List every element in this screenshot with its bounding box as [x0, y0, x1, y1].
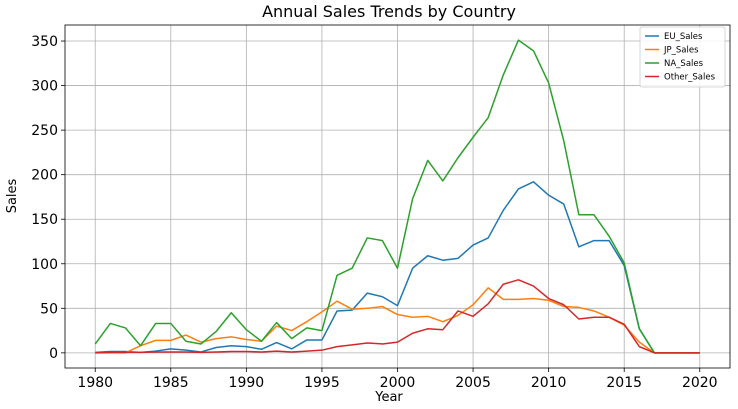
- series-line-jp-sales: [95, 287, 700, 354]
- legend-label: EU_Sales: [664, 32, 703, 42]
- x-tick-label: 2015: [606, 375, 642, 391]
- x-axis-label: Year: [374, 390, 403, 405]
- series-lines: [94, 39, 700, 354]
- y-tick-label: 100: [31, 257, 58, 273]
- y-tick-label: 250: [31, 123, 58, 139]
- legend: EU_Sales JP_Sales NA_Sales Other_Sales: [639, 26, 726, 88]
- x-tick-label: 1985: [153, 375, 189, 391]
- y-tick-label: 200: [31, 168, 58, 184]
- y-tick-label: 300: [31, 79, 58, 95]
- x-tick-label: 1990: [229, 375, 265, 391]
- legend-label: JP_Sales: [663, 46, 699, 56]
- legend-label: Other_Sales: [664, 73, 716, 83]
- x-tick-label: 2000: [380, 375, 416, 391]
- series-line-eu-sales: [95, 181, 700, 354]
- grid: [65, 25, 730, 368]
- x-tick-label: 1980: [77, 375, 113, 391]
- x-tick-label: 1995: [304, 375, 340, 391]
- axis-ticks: 1980 1985 1990 1995 2000 2005 2010 2015 2020 0 50 1…: [31, 34, 717, 391]
- x-tick-label: 2010: [531, 375, 567, 391]
- legend-label: NA_Sales: [664, 59, 704, 69]
- y-axis-label: Sales: [5, 178, 20, 213]
- chart-title: Annual Sales Trends by Country: [262, 2, 516, 21]
- y-tick-label: 350: [31, 34, 58, 50]
- x-tick-label: 2005: [455, 375, 491, 391]
- series-line-na-sales: [94, 39, 700, 354]
- y-tick-label: 150: [31, 212, 58, 228]
- legend-box: [639, 26, 726, 88]
- x-tick-label: 2020: [682, 375, 718, 391]
- y-tick-label: 0: [49, 346, 58, 362]
- series-line-other-sales: [95, 279, 700, 354]
- y-tick-label: 50: [40, 301, 58, 317]
